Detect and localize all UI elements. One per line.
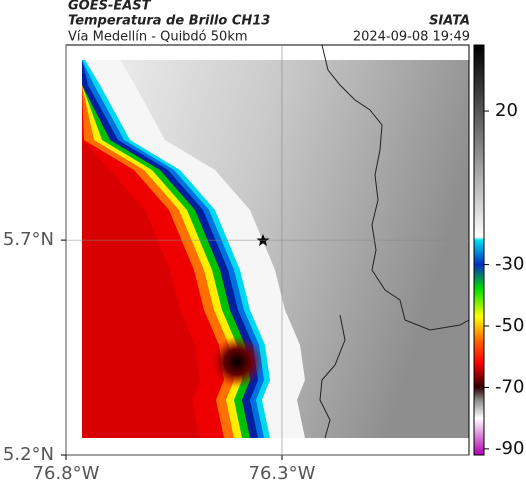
cloud-layer [82, 60, 200, 438]
colorbar-tick-label: -70 [495, 376, 524, 397]
y-tick-label: 5.7°N [3, 229, 54, 250]
colorbar-tick-label: -50 [495, 315, 524, 336]
colorbar [473, 44, 485, 456]
colorbar-tick-label: 20 [495, 100, 518, 121]
boundaries [319, 44, 470, 439]
colorbar-tick-label: -90 [495, 438, 524, 459]
title: Temperatura de Brillo CH13 [68, 14, 270, 29]
agency: GOES-EAST [68, 0, 152, 14]
source: SIATA [429, 14, 470, 29]
x-tick-label: 76.8°W [33, 463, 100, 484]
y-tick-label: 5.2°N [3, 444, 54, 465]
convective-core [211, 336, 263, 388]
subtitle: Vía Medellín - Quibdó 50km [68, 30, 248, 45]
datetime: 2024-09-08 19:49 [353, 30, 470, 45]
x-tick-label: 76.3°W [249, 463, 316, 484]
satellite-image [82, 60, 469, 438]
colorbar-tick-label: -30 [495, 254, 524, 275]
